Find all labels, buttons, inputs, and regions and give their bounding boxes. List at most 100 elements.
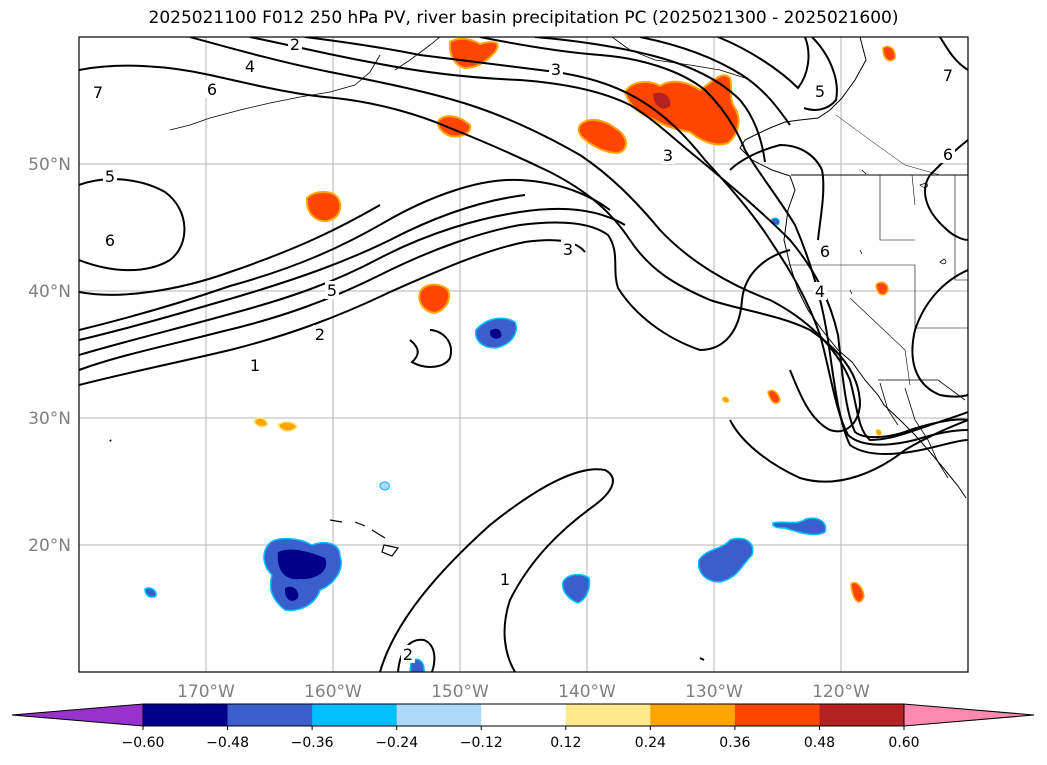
pv-contour [79,204,381,296]
colorbar-outline [142,703,905,727]
longitude-label: 120°W [812,682,870,702]
colorbar-tick-label: 0.60 [888,735,919,751]
precip-patch [882,45,896,62]
contour-label: 7 [943,66,953,85]
contour-labels: 2 4 3 6 7 5 6 5 3 3 5 2 1 6 4 6 7 1 2 [91,35,955,664]
precip-patch [653,92,671,109]
colorbar-segment [734,704,820,726]
contour-label-bg [941,66,955,84]
precip-patch [875,428,882,437]
longitude-labels: 170°W 160°W 150°W 140°W 130°W 120°W [177,682,870,702]
pv-contour [79,178,186,272]
pv-contour [379,468,614,672]
precip-patch [379,481,390,491]
contour-label-bg [313,325,327,343]
pv-contour [249,37,968,438]
precip-patch [577,118,627,155]
contour-label: 6 [207,80,217,99]
pv-contour [409,329,452,368]
contour-label-bg [103,231,117,249]
contour-label: 4 [815,282,825,301]
precip-patch [418,283,451,315]
contour-label-bg [243,57,257,75]
colorbar-segment [650,704,736,726]
contour-label: 2 [290,35,300,54]
contour-label: 6 [820,242,830,261]
contour-label: 6 [943,145,953,164]
map-frame [78,36,969,673]
pv-contour [803,37,838,111]
colorbar-extend-max [903,703,1035,727]
contour-label-bg [661,146,675,164]
map-background [79,37,968,672]
pv-contour [79,64,862,433]
pv-contour [729,419,968,483]
longitude-label: 130°W [685,682,743,702]
contour-label: 2 [315,325,325,344]
contour-label-bg [401,645,415,663]
contour-label-bg [941,145,955,163]
pv-contour [534,37,766,163]
contour-label-bg [91,83,105,101]
colorbar-tick-label: −0.48 [206,735,249,751]
colorbar-tick-label: 0.24 [635,735,666,751]
pv-contour [189,37,968,442]
contour-label: 1 [500,570,510,589]
precip-shading [144,37,896,672]
contour-label-bg [205,80,219,98]
contour-label: 4 [245,57,255,76]
colorbar-segment [143,704,229,726]
precip-patch [850,581,865,603]
contour-label: 5 [815,82,825,101]
contour-label: 5 [105,167,115,186]
contour-label-bg [561,240,575,258]
pv-contour [911,269,968,398]
latitude-label: 50°N [28,155,71,175]
pv-contour [79,178,611,331]
contour-label: 3 [551,60,561,79]
contour-label: 1 [250,356,260,375]
precip-patch [277,421,298,432]
pv-contour [79,207,626,356]
contour-label-bg [248,356,262,374]
colorbar-tick-label: −0.36 [291,735,334,751]
pv-contour [939,37,968,71]
precip-patch [253,417,269,428]
colorbar-tick-label: 0.12 [550,735,581,751]
longitude-label: 160°W [304,682,362,702]
precip-patch [277,549,327,580]
precip-patch [767,389,781,405]
colorbar: −0.60 −0.48 −0.36 −0.24 −0.12 0.12 0.24 0.36 0.4… [11,703,1035,751]
precip-patch [772,517,827,536]
longitude-label: 170°W [177,682,235,702]
contour-label-bg [498,570,512,588]
colorbar-tick-label: −0.24 [375,735,418,751]
colorbar-segment [481,704,567,726]
contour-label: 3 [663,146,673,165]
colorbar-tick-label: 0.36 [719,735,750,751]
chart-title: 2025021100 F012 250 hPa PV, river basin … [148,8,899,28]
precip-patch [144,587,157,598]
pv-contour [79,239,586,386]
contour-label: 3 [563,240,573,259]
contour-label-bg [818,242,832,260]
precip-patch [489,328,502,339]
contour-label-bg [103,167,117,185]
precip-patch [305,191,342,223]
colorbar-tick-label: 0.48 [804,735,835,751]
precip-patch [721,396,730,404]
colorbar-tick-label: −0.60 [122,735,165,751]
contour-label-bg [813,82,827,100]
precip-patch [697,537,754,583]
latitude-label: 40°N [28,282,71,302]
latitude-label: 20°N [28,536,71,556]
precip-patch [623,74,740,146]
pv-contour [479,37,968,455]
pv-contour [729,143,825,241]
contour-label-bg [325,281,339,299]
precip-patch [561,573,591,604]
colorbar-tick-label: −0.12 [460,735,503,751]
pv-contour [79,221,791,371]
pv-contour [79,194,526,341]
